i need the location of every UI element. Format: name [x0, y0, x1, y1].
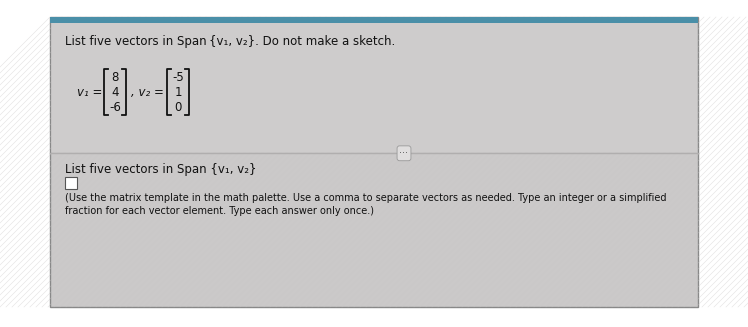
Text: ···: ··· [399, 148, 408, 158]
Bar [50, 17, 698, 23]
Text: , v₂ =: , v₂ = [131, 86, 164, 99]
Bar [51, 23, 697, 152]
Text: -6: -6 [109, 101, 121, 114]
Text: -5: -5 [172, 71, 184, 84]
Text: List five vectors in Span {v₁, v₂}: List five vectors in Span {v₁, v₂} [65, 163, 257, 176]
Text: List five vectors in Span {v₁, v₂}. Do not make a sketch.: List five vectors in Span {v₁, v₂}. Do n… [65, 35, 395, 48]
Text: 1: 1 [174, 86, 182, 99]
Bar [65, 177, 77, 189]
Bar [50, 17, 698, 307]
Text: 4: 4 [111, 86, 119, 99]
Text: 8: 8 [111, 71, 119, 84]
Text: (Use the matrix template in the math palette. Use a comma to separate vectors as: (Use the matrix template in the math pal… [65, 193, 666, 216]
Text: v₁ =: v₁ = [76, 86, 102, 99]
Text: 0: 0 [174, 101, 182, 114]
